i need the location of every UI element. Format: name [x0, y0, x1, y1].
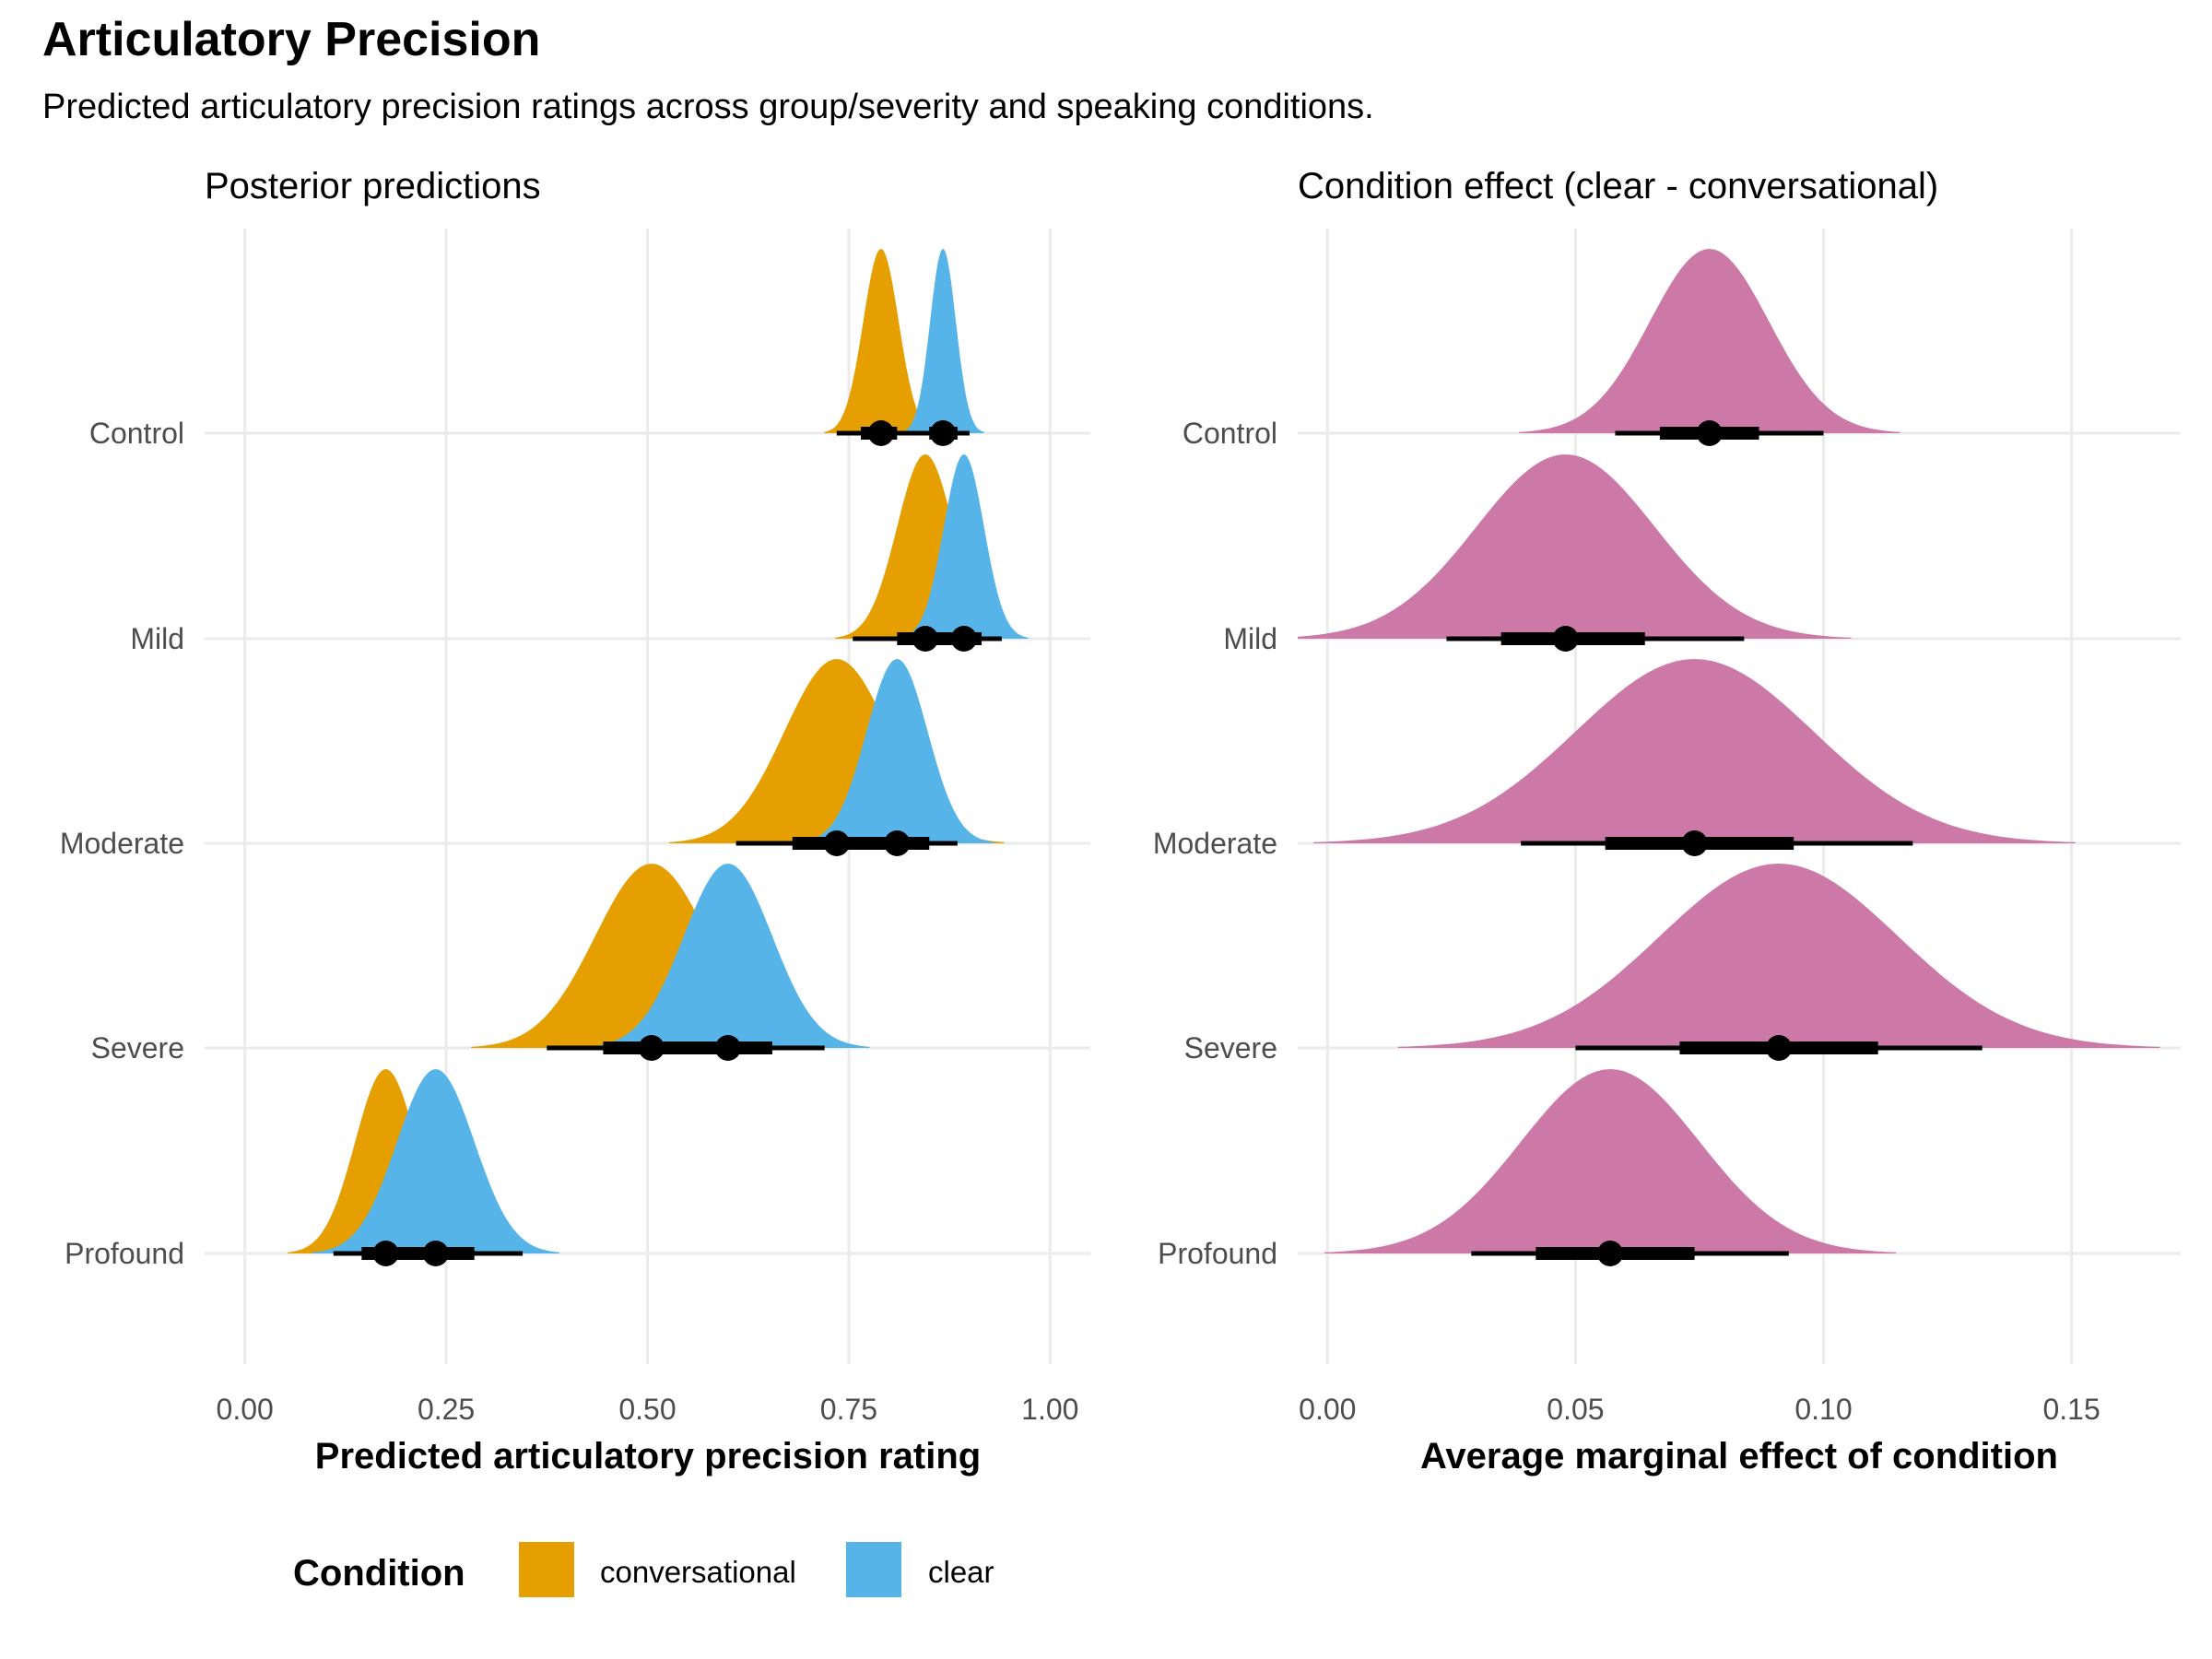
median-point-effect-profound [1597, 1241, 1624, 1266]
median-point-clear-control [930, 420, 957, 446]
y-tick-label: Mild [130, 622, 184, 655]
density-effect-moderate [1313, 659, 2076, 843]
y-tick-label: Profound [1158, 1237, 1277, 1270]
density-clear-moderate [799, 659, 995, 843]
y-tick-label: Moderate [60, 827, 184, 860]
chart-subtitle: Predicted articulatory precision ratings… [42, 88, 1374, 126]
x-tick-label: 0.00 [1299, 1393, 1356, 1426]
density-effect-mild [1298, 454, 1852, 639]
x-tick-label: 0.50 [618, 1393, 676, 1426]
median-point-effect-mild [1552, 626, 1579, 652]
legend-swatch-clear [846, 1542, 901, 1597]
x-tick-label: 0.00 [217, 1393, 274, 1426]
x-tick-label: 0.75 [820, 1393, 877, 1426]
y-tick-label: Control [1182, 417, 1277, 450]
right-x-axis-label: Average marginal effect of condition [1420, 1436, 2058, 1477]
y-tick-label: Mild [1223, 622, 1277, 655]
y-tick-label: Control [89, 417, 184, 450]
y-tick-label: Profound [65, 1237, 184, 1270]
legend-swatch-conversational [519, 1542, 574, 1597]
left-panel-title: Posterior predictions [205, 166, 541, 206]
density-clear-control [901, 249, 984, 433]
legend-label-clear: clear [928, 1555, 994, 1589]
median-point-conversational-control [867, 420, 894, 446]
left-panel: 0.00 0.25 0.50 0.75 1.00 Control Mild Moderate S… [60, 229, 1090, 1426]
left-x-axis-label: Predicted articulatory precision rating [315, 1436, 981, 1477]
right-panel-title: Condition effect (clear - conversational… [1298, 166, 1938, 206]
y-tick-label: Moderate [1153, 827, 1277, 860]
y-tick-label: Severe [1184, 1031, 1277, 1065]
density-clear-mild [899, 454, 1029, 639]
median-point-effect-control [1696, 420, 1723, 446]
legend-label-conversational: conversational [600, 1555, 796, 1589]
y-tick-label: Severe [91, 1031, 184, 1065]
median-point-clear-moderate [884, 830, 911, 856]
median-point-effect-severe [1766, 1035, 1793, 1061]
x-tick-label: 0.25 [418, 1393, 475, 1426]
density-effect-severe [1397, 864, 2160, 1048]
right-panel: 0.00 0.05 0.10 0.15 Control Mild Moderate Sever… [1153, 229, 2181, 1426]
legend: Condition conversational clear [293, 1542, 994, 1597]
median-point-clear-severe [714, 1035, 741, 1061]
legend-title: Condition [293, 1553, 465, 1594]
x-tick-label: 0.15 [2042, 1393, 2100, 1426]
density-clear-severe [586, 864, 870, 1048]
x-tick-label: 1.00 [1021, 1393, 1078, 1426]
median-point-clear-profound [422, 1241, 449, 1266]
x-tick-label: 0.10 [1794, 1393, 1852, 1426]
median-point-clear-mild [950, 626, 977, 652]
chart-title: Articulatory Precision [42, 13, 540, 66]
density-effect-control [1519, 249, 1900, 433]
density-conversational-control [824, 249, 938, 433]
median-point-effect-moderate [1681, 830, 1708, 856]
density-effect-profound [1324, 1069, 1897, 1253]
density-clear-profound [312, 1069, 559, 1253]
x-tick-label: 0.05 [1547, 1393, 1604, 1426]
